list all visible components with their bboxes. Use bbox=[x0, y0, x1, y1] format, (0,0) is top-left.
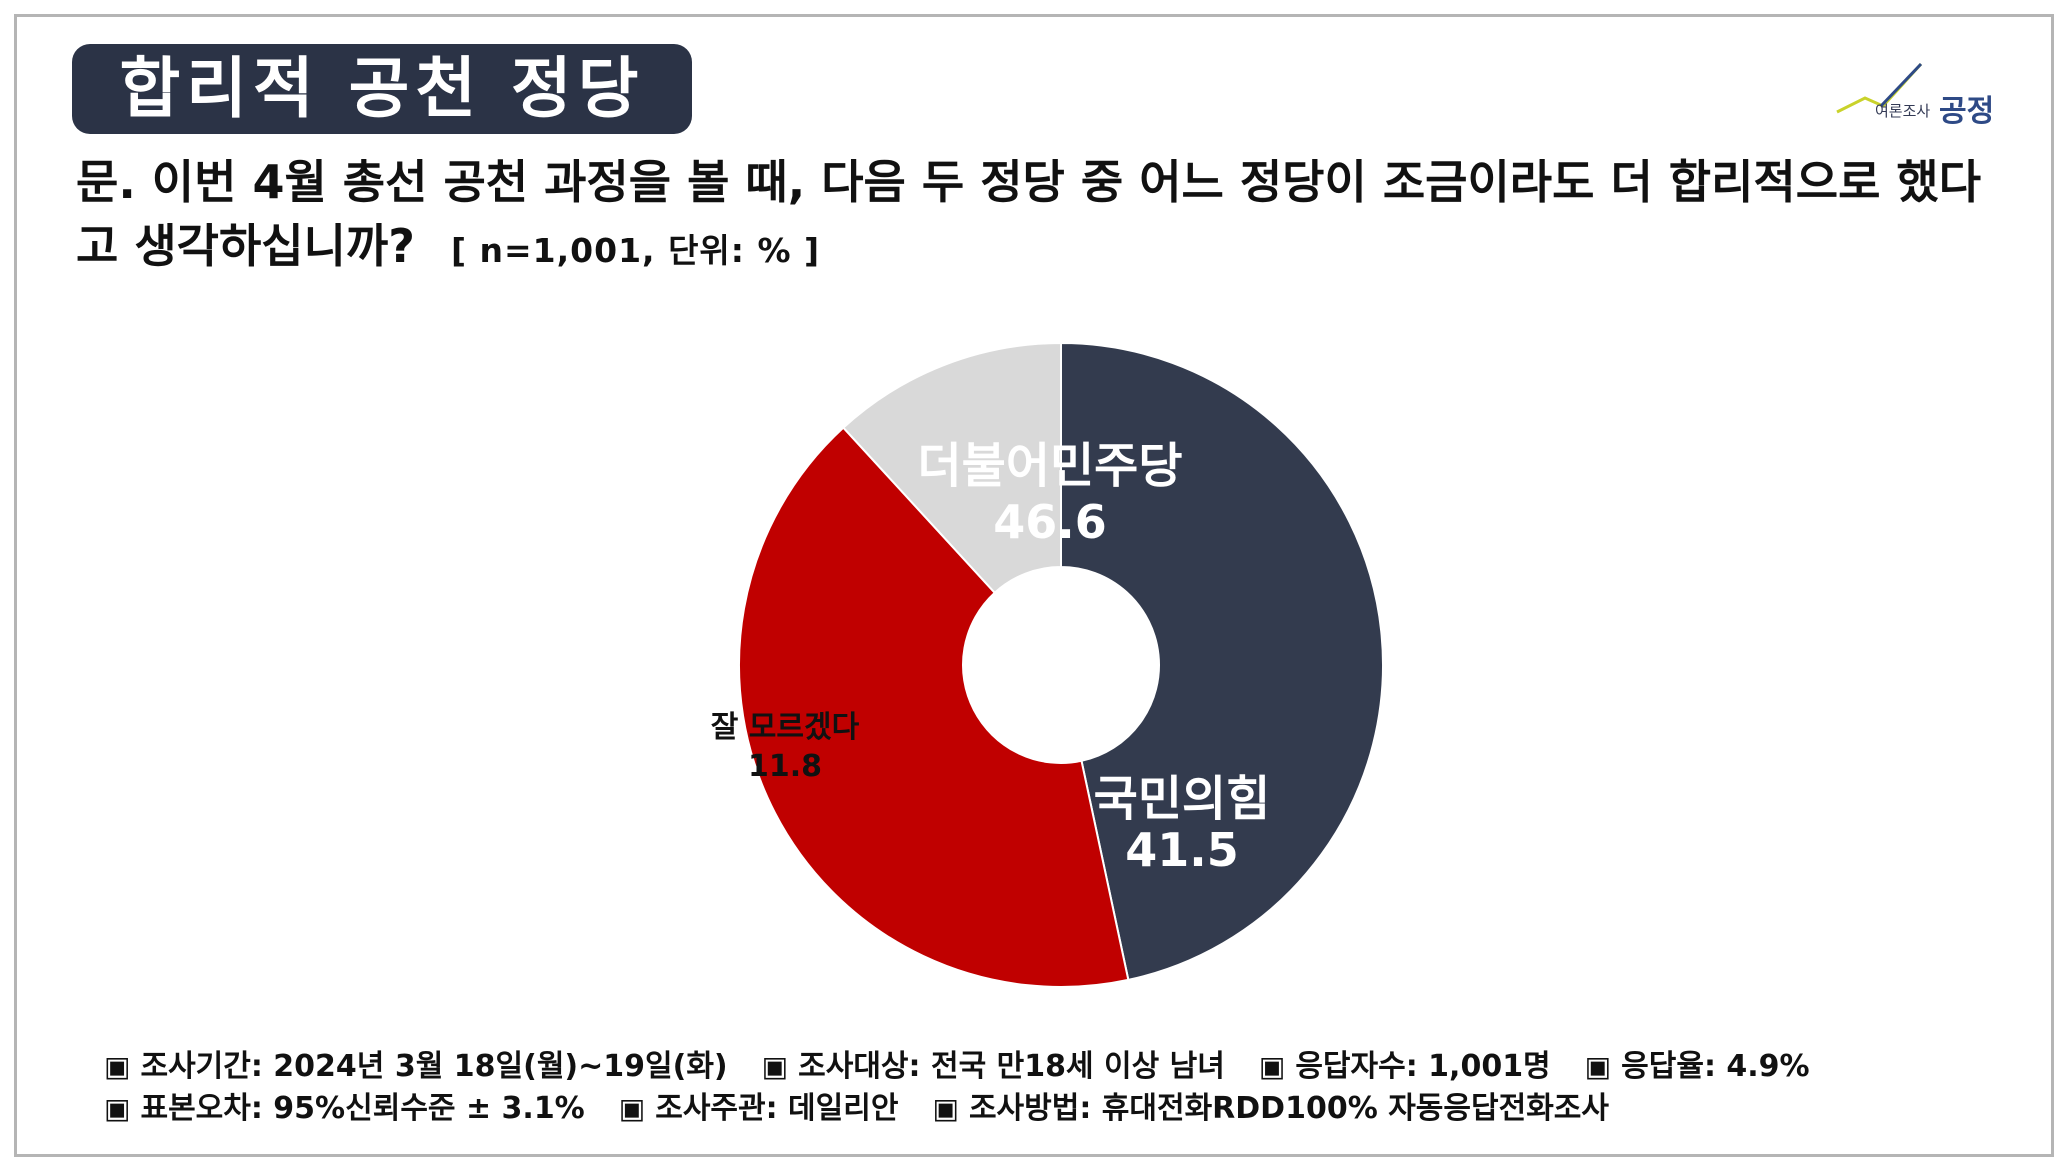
footer-row1-text: 응답율: 4.9% bbox=[1621, 1049, 1810, 1084]
donut-slice bbox=[738, 426, 1130, 988]
bullet-square-icon: ▣ bbox=[104, 1050, 131, 1083]
footer-row-2: ▣ 표본오차: 95%신뢰수준 ± 3.1% ▣ 조사주관: 데일리안 ▣ 조사방법: 휴… bbox=[104, 1088, 2024, 1130]
footer-row2-text: 표본오차: 95%신뢰수준 ± 3.1% bbox=[140, 1091, 585, 1126]
sample-info: [ n=1,001, 단위: % ] bbox=[450, 231, 821, 270]
slice-category-label: 잘 모르겠다 bbox=[711, 710, 860, 745]
survey-question: 문. 이번 4월 총선 공천 과정을 볼 때, 다음 두 정당 중 어느 정당이… bbox=[76, 150, 2016, 283]
footer-row-1: ▣ 조사기간: 2024년 3월 18일(월)~19일(화) ▣ 조사대상: 전국 만… bbox=[104, 1046, 2024, 1088]
brand-logo: 여론조사 공정 bbox=[1835, 60, 2010, 130]
donut-slice bbox=[1060, 341, 1384, 982]
page-title: 합리적 공천 정당 bbox=[72, 44, 692, 134]
slice-category-label: 더불어민주당 bbox=[918, 438, 1183, 494]
bullet-square-icon: ▣ bbox=[761, 1050, 789, 1083]
footer-row1-item: ▣ 응답자수: 1,001명 bbox=[1259, 1046, 1551, 1088]
footer-row2-item: ▣ 조사방법: 휴대전화RDD100% 자동응답전화조사 bbox=[932, 1088, 1609, 1130]
slide-frame bbox=[14, 14, 2054, 1157]
footer-row1-item: ▣ 조사대상: 전국 만18세 이상 남녀 bbox=[762, 1046, 1225, 1088]
bullet-square-icon: ▣ bbox=[618, 1092, 646, 1125]
footer-row1-text: 응답자수: 1,001명 bbox=[1295, 1049, 1551, 1084]
slice-value-label: 41.5 bbox=[1125, 823, 1239, 877]
footer-row2-text: 조사주관: 데일리안 bbox=[655, 1091, 899, 1126]
footer-row2-item: ▣ 표본오차: 95%신뢰수준 ± 3.1% bbox=[104, 1088, 585, 1130]
footer-row1-text: 조사기간: 2024년 3월 18일(월)~19일(화) bbox=[140, 1049, 728, 1084]
trend-line-icon bbox=[1836, 62, 1923, 114]
question-text: 문. 이번 4월 총선 공천 과정을 볼 때, 다음 두 정당 중 어느 정당이… bbox=[76, 155, 1982, 273]
slice-value-label: 11.8 bbox=[748, 749, 822, 784]
bullet-square-icon: ▣ bbox=[932, 1092, 959, 1125]
footer-row1-item: ▣ 응답율: 4.9% bbox=[1585, 1046, 1810, 1088]
bullet-square-icon: ▣ bbox=[104, 1092, 131, 1125]
footer-row1-item: ▣ 조사기간: 2024년 3월 18일(월)~19일(화) bbox=[104, 1046, 728, 1088]
bullet-square-icon: ▣ bbox=[1584, 1050, 1612, 1083]
donut-slice bbox=[841, 341, 1062, 595]
footer-row1-text: 조사대상: 전국 만18세 이상 남녀 bbox=[798, 1049, 1225, 1084]
slice-category-label: 국민의힘 bbox=[1094, 771, 1271, 827]
logo-wordmark: 공정 bbox=[1939, 94, 1995, 129]
logo-subtext: 여론조사 bbox=[1875, 102, 1931, 120]
footer-row2-item: ▣ 조사주관: 데일리안 bbox=[619, 1088, 899, 1130]
slice-value-label: 46.6 bbox=[993, 495, 1107, 549]
footer-row2-text: 조사방법: 휴대전화RDD100% 자동응답전화조사 bbox=[968, 1091, 1610, 1126]
survey-footer: ▣ 조사기간: 2024년 3월 18일(월)~19일(화) ▣ 조사대상: 전국 만… bbox=[104, 1046, 2024, 1130]
bullet-square-icon: ▣ bbox=[1258, 1050, 1286, 1083]
